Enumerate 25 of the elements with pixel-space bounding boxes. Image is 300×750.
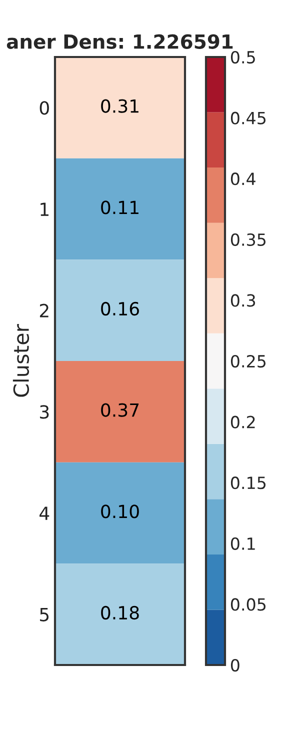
color-bar-label: 0.3 (230, 294, 256, 307)
color-bar-label: 0.15 (230, 476, 266, 490)
data-label: 0.16 (101, 302, 139, 316)
y-tick-label: 2 (40, 304, 48, 318)
y-tick-label: 5 (40, 608, 49, 622)
color-bar-label: 0.45 (230, 112, 266, 124)
color-bar-label: 0.4 (230, 172, 256, 186)
y-tick-label: 1 (40, 202, 48, 216)
color-bar-label: 0 (230, 658, 240, 672)
color-bar-label: 0.1 (230, 537, 255, 550)
chart-title: aner Dens: 1.226591 (6, 34, 233, 49)
data-label: 0.18 (101, 606, 139, 620)
y-tick-label: 3 (40, 405, 49, 419)
color-bar-label: 0.5 (230, 50, 255, 64)
data-label: 0.31 (101, 99, 138, 113)
y-tick-label: 0 (40, 101, 49, 115)
color-bar-label: 0.05 (230, 598, 266, 611)
data-label: 0.11 (101, 200, 138, 214)
color-bar-label: 0.25 (230, 354, 266, 368)
data-label: 0.10 (101, 504, 139, 518)
y-tick-label: 4 (40, 506, 50, 520)
color-bar-label: 0.2 (230, 416, 255, 428)
y-axis-title: Cluster (12, 324, 30, 397)
data-label: 0.37 (101, 403, 139, 417)
color-bar-label: 0.35 (230, 233, 266, 246)
